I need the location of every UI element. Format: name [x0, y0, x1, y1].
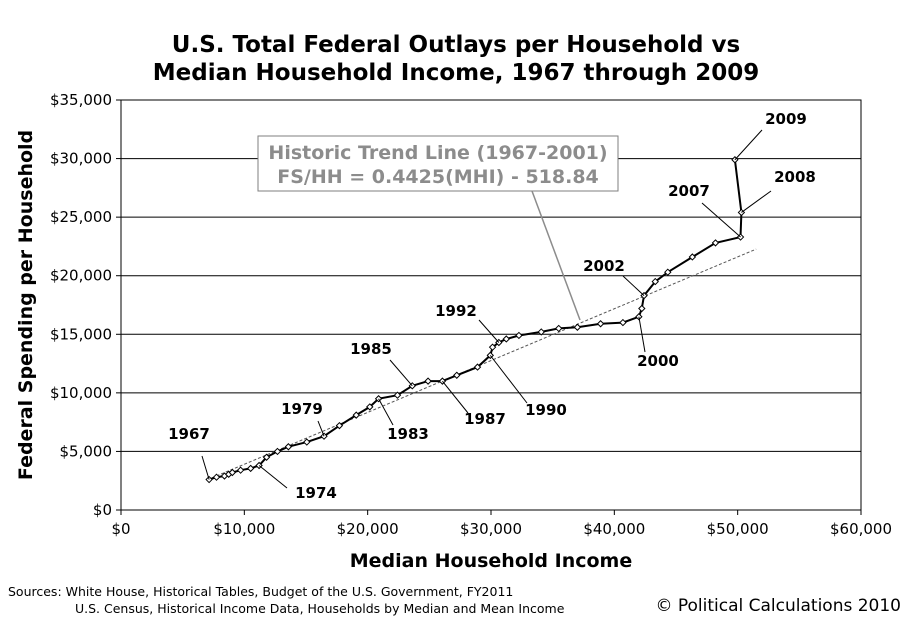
marker-1997 — [573, 323, 582, 331]
marker-1989 — [473, 363, 482, 371]
marker-1998 — [596, 320, 605, 328]
marker-1981 — [352, 411, 360, 419]
marker-2001 — [638, 304, 646, 313]
data-markers — [205, 156, 746, 484]
marker-1976 — [273, 447, 282, 456]
marker-1980 — [335, 421, 344, 430]
marker-1977 — [284, 443, 293, 451]
x-tick-label-3: $30,000 — [460, 520, 522, 538]
marker-1988 — [453, 371, 461, 379]
marker-1994 — [515, 331, 523, 340]
y-tick-label-7: $35,000 — [50, 91, 112, 109]
label-leader-lines — [201, 129, 772, 489]
x-tick-label-6: $60,000 — [830, 520, 892, 538]
year-label-1967: 1967 — [168, 425, 210, 443]
sources-line-1: Sources: White House, Historical Tables,… — [8, 584, 513, 599]
marker-1995 — [537, 328, 545, 336]
x-tick-label-4: $40,000 — [583, 520, 645, 538]
year-label-2008: 2008 — [774, 168, 816, 186]
leader-1979 — [317, 420, 325, 437]
x-tick-label-0: $0 — [111, 520, 130, 538]
marker-1971 — [228, 468, 237, 477]
year-label-1979: 1979 — [281, 400, 323, 418]
marker-1991 — [488, 343, 497, 351]
leader-1983 — [378, 398, 394, 426]
year-label-2000: 2000 — [637, 352, 679, 370]
y-tick-label-0: $0 — [93, 501, 112, 519]
year-label-1992: 1992 — [435, 302, 477, 320]
trend-box-line-2: FS/HH = 0.4425(MHI) - 518.84 — [277, 166, 599, 188]
x-tick-label-1: $10,000 — [213, 520, 275, 538]
chart-title-line-2: Median Household Income, 1967 through 20… — [153, 60, 759, 86]
x-axis: $0 $10,000 $20,000 $30,000 $40,000 $50,000 $60… — [111, 510, 892, 538]
leader-2007 — [701, 202, 741, 238]
marker-1986 — [424, 377, 432, 385]
year-label-1987: 1987 — [464, 410, 506, 428]
leader-1987 — [442, 380, 469, 414]
marker-1993 — [502, 335, 511, 343]
x-axis-label: Median Household Income — [350, 550, 632, 572]
year-labels: 1967 1974 1979 1983 1985 1987 1990 1992 2000 2002… — [168, 110, 816, 502]
year-label-1974: 1974 — [295, 484, 337, 502]
leader-2002 — [622, 275, 645, 296]
x-tick-label-5: $50,000 — [707, 520, 769, 538]
y-tick-label-3: $15,000 — [50, 325, 112, 343]
trend-box-line-1: Historic Trend Line (1967-2001) — [268, 142, 607, 164]
year-label-2007: 2007 — [668, 182, 710, 200]
trend-box-pointer — [531, 190, 581, 321]
leader-1985 — [389, 359, 413, 387]
marker-1973 — [246, 464, 255, 473]
y-tick-label-2: $10,000 — [50, 384, 112, 402]
y-tick-label-1: $5,000 — [60, 442, 113, 460]
leader-1974 — [258, 465, 288, 489]
chart-title-line-1: U.S. Total Federal Outlays per Household… — [172, 32, 740, 58]
x-tick-label-2: $20,000 — [337, 520, 399, 538]
trend-box: Historic Trend Line (1967-2001) FS/HH = … — [257, 135, 619, 192]
sources-line-2: U.S. Census, Historical Income Data, Hou… — [75, 601, 565, 616]
marker-1999 — [619, 318, 627, 327]
marker-1982 — [366, 403, 374, 411]
year-label-1990: 1990 — [525, 401, 567, 419]
gridlines — [121, 158, 861, 452]
marker-2005 — [688, 253, 697, 261]
leader-2008 — [741, 190, 772, 213]
y-tick-label-4: $20,000 — [50, 267, 112, 285]
marker-2004 — [664, 268, 672, 276]
trend-box-frame — [257, 135, 619, 192]
y-axis-label: Federal Spending per Household — [15, 130, 37, 480]
marker-1972 — [236, 466, 245, 474]
leader-2009 — [734, 129, 763, 161]
y-tick-label-5: $25,000 — [50, 208, 112, 226]
year-label-2009: 2009 — [765, 110, 807, 128]
leader-1992 — [478, 319, 500, 343]
marker-1975 — [262, 453, 271, 461]
marker-1978 — [303, 438, 311, 446]
marker-1996 — [555, 324, 563, 333]
leader-1967 — [201, 455, 210, 480]
y-tick-label-6: $30,000 — [50, 150, 112, 168]
copyright: © Political Calculations 2010 — [655, 596, 901, 616]
year-label-1985: 1985 — [350, 340, 392, 358]
marker-1984 — [393, 391, 402, 399]
leader-1990 — [489, 355, 528, 404]
marker-2003 — [651, 277, 659, 286]
marker-2006 — [711, 239, 720, 247]
year-label-1983: 1983 — [387, 425, 429, 443]
marker-1968 — [212, 473, 221, 481]
leader-2000 — [638, 316, 646, 353]
year-label-2002: 2002 — [583, 257, 625, 275]
y-axis: $0 $5,000 $10,000 $15,000 $20,000 $25,000 $30,… — [50, 91, 121, 519]
